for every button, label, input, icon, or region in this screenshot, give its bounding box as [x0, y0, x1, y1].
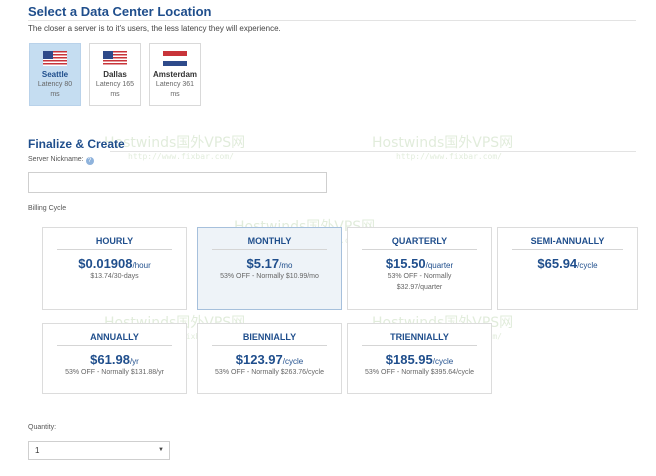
plan-note: $32.97/quarter: [396, 284, 443, 291]
plan-monthly[interactable]: MONTHLY $5.17/mo 53% OFF - Normally $10.…: [197, 227, 342, 310]
plan-annually[interactable]: ANNUALLY $61.98/yr 53% OFF - Normally $1…: [42, 323, 187, 394]
plan-price: $65.94/cycle: [537, 256, 598, 271]
plan-price: $15.50/quarter: [385, 256, 454, 271]
plan-triennially[interactable]: TRIENNIALLY $185.95/cycle 53% OFF - Norm…: [347, 323, 492, 394]
nickname-input[interactable]: [28, 172, 327, 193]
location-seattle[interactable]: Seattle Latency 80 ms: [29, 43, 81, 106]
us-flag-icon: [43, 51, 67, 66]
location-city: Seattle: [41, 70, 69, 79]
billing-cycle-label: Billing Cycle: [28, 205, 67, 212]
plan-name: ANNUALLY: [57, 332, 172, 346]
location-dallas[interactable]: Dallas Latency 165 ms: [89, 43, 141, 106]
divider: [110, 151, 636, 152]
plan-note: $13.74/30-days: [90, 273, 139, 280]
plan-name: BIENNIALLY: [212, 332, 327, 346]
location-amsterdam[interactable]: Amsterdam Latency 361 ms: [149, 43, 201, 106]
quantity-select[interactable]: 1 ▼: [28, 441, 170, 460]
plan-price: $185.95/cycle: [385, 352, 454, 367]
quantity-label: Quantity:: [28, 424, 57, 431]
plan-name: MONTHLY: [212, 236, 327, 250]
plan-biennially[interactable]: BIENNIALLY $123.97/cycle 53% OFF - Norma…: [197, 323, 342, 394]
location-city: Dallas: [103, 70, 127, 79]
help-icon[interactable]: ?: [85, 157, 94, 165]
plan-note: 53% OFF - Normally $263.76/cycle: [215, 369, 324, 376]
plan-price: $123.97/cycle: [235, 352, 304, 367]
chevron-down-icon: ▼: [158, 447, 164, 453]
datacenter-title: Select a Data Center Location: [28, 4, 212, 19]
divider: [28, 20, 636, 21]
nl-flag-icon: [163, 51, 187, 66]
us-flag-icon: [103, 51, 127, 66]
plan-semi-annually[interactable]: SEMI-ANNUALLY $65.94/cycle: [497, 227, 638, 310]
datacenter-subtitle: The closer a server is to it's users, th…: [28, 24, 281, 33]
plan-note: 53% OFF - Normally $395.64/cycle: [365, 369, 474, 376]
location-latency: Latency 165 ms: [95, 81, 135, 98]
plan-price: $0.01908/hour: [78, 256, 151, 271]
location-city: Amsterdam: [152, 70, 197, 79]
plan-hourly[interactable]: HOURLY $0.01908/hour $13.74/30-days: [42, 227, 187, 310]
plan-note: 53% OFF - Normally $131.88/yr: [65, 369, 164, 376]
plan-price: $61.98/yr: [90, 352, 139, 367]
plan-note: 53% OFF - Normally: [387, 273, 452, 280]
plan-name: TRIENNIALLY: [362, 332, 477, 346]
plan-price: $5.17/mo: [246, 256, 293, 271]
plan-note: 53% OFF - Normally $10.99/mo: [220, 273, 319, 280]
location-latency: Latency 80 ms: [37, 81, 73, 98]
location-latency: Latency 361 ms: [155, 81, 195, 98]
finalize-title: Finalize & Create: [28, 137, 125, 151]
plan-name: SEMI-ANNUALLY: [512, 236, 623, 250]
plan-name: QUARTERLY: [362, 236, 477, 250]
plan-quarterly[interactable]: QUARTERLY $15.50/quarter 53% OFF - Norma…: [347, 227, 492, 310]
plan-name: HOURLY: [57, 236, 172, 250]
quantity-value: 1: [35, 446, 40, 455]
nickname-label: Server Nickname: ?: [28, 156, 94, 165]
